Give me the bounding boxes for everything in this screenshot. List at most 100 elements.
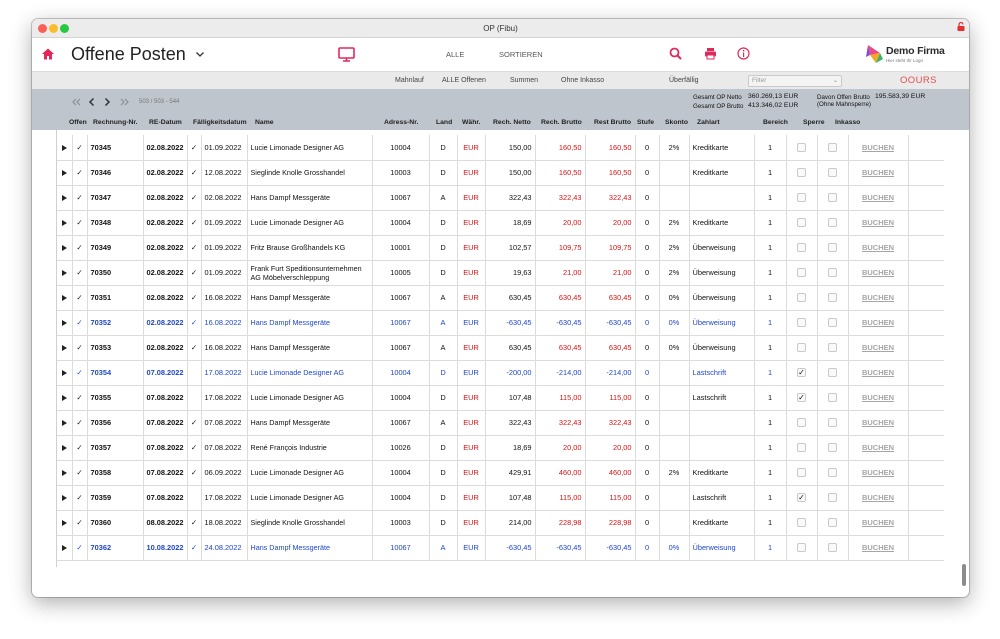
sperre-checkbox[interactable] bbox=[797, 318, 806, 328]
zoom-window-button[interactable] bbox=[60, 24, 69, 33]
expand-triangle-icon[interactable] bbox=[61, 195, 67, 202]
invoice-number[interactable]: 70362 bbox=[87, 535, 144, 561]
expand-triangle-icon[interactable] bbox=[61, 170, 67, 177]
table-row[interactable]: ✓ 70348 02.08.2022 ✓ 01.09.2022 Lucie Limonad… bbox=[57, 210, 944, 236]
col-bereich[interactable]: Bereich bbox=[763, 119, 788, 126]
table-row[interactable]: ✓ 70346 02.08.2022 ✓ 12.08.2022 Sieglinde Kno… bbox=[57, 160, 944, 186]
summen-button[interactable]: Summen bbox=[510, 77, 539, 84]
next-page-icon[interactable] bbox=[102, 97, 112, 107]
invoice-number[interactable]: 70353 bbox=[87, 335, 144, 361]
col-stufe[interactable]: Stufe bbox=[637, 119, 654, 126]
expand-cell[interactable] bbox=[57, 535, 73, 561]
inkasso-checkbox[interactable] bbox=[828, 293, 837, 303]
expand-cell[interactable] bbox=[57, 235, 73, 261]
table-row[interactable]: ✓ 70345 02.08.2022 ✓ 01.09.2022 Lucie Limonad… bbox=[57, 135, 944, 161]
invoice-number[interactable]: 70358 bbox=[87, 460, 144, 486]
alle-button[interactable]: ALLE bbox=[446, 50, 465, 59]
buchen-button[interactable]: BUCHEN bbox=[861, 468, 895, 477]
expand-triangle-icon[interactable] bbox=[61, 545, 67, 552]
table-row[interactable]: ✓ 70352 02.08.2022 ✓ 16.08.2022 Hans Dampf Me… bbox=[57, 310, 944, 336]
chevron-down-icon[interactable] bbox=[195, 49, 205, 59]
col-skonto[interactable]: Skonto bbox=[665, 119, 689, 126]
col-rech-netto[interactable]: Rech. Netto bbox=[493, 119, 531, 126]
inkasso-checkbox[interactable] bbox=[828, 493, 837, 503]
scrollbar[interactable] bbox=[962, 564, 966, 586]
expand-cell[interactable] bbox=[57, 285, 73, 311]
buchen-button[interactable]: BUCHEN bbox=[861, 343, 895, 352]
invoice-number[interactable]: 70352 bbox=[87, 310, 144, 336]
invoice-number[interactable]: 70360 bbox=[87, 510, 144, 536]
invoice-number[interactable]: 70354 bbox=[87, 360, 144, 386]
expand-triangle-icon[interactable] bbox=[61, 420, 67, 427]
expand-cell[interactable] bbox=[57, 310, 73, 336]
sperre-checkbox[interactable] bbox=[797, 468, 806, 478]
expand-triangle-icon[interactable] bbox=[61, 220, 67, 227]
table-row[interactable]: ✓ 70362 10.08.2022 ✓ 24.08.2022 Hans Dampf Me… bbox=[57, 535, 944, 561]
col-sperre[interactable]: Sperre bbox=[803, 119, 825, 126]
first-page-icon[interactable] bbox=[71, 97, 81, 107]
buchen-button[interactable]: BUCHEN bbox=[861, 443, 895, 452]
expand-cell[interactable] bbox=[57, 410, 73, 436]
sperre-checkbox[interactable]: ✓ bbox=[797, 393, 806, 403]
buchen-button[interactable]: BUCHEN bbox=[861, 543, 895, 552]
expand-triangle-icon[interactable] bbox=[61, 345, 67, 352]
inkasso-checkbox[interactable] bbox=[828, 143, 837, 153]
col-rest-brutto[interactable]: Rest Brutto bbox=[594, 119, 632, 126]
inkasso-checkbox[interactable] bbox=[828, 468, 837, 478]
inkasso-checkbox[interactable] bbox=[828, 443, 837, 453]
close-window-button[interactable] bbox=[38, 24, 47, 33]
table-row[interactable]: ✓ 70351 02.08.2022 ✓ 16.08.2022 Hans Dampf Me… bbox=[57, 285, 944, 311]
expand-triangle-icon[interactable] bbox=[61, 495, 67, 502]
table-row[interactable]: ✓ 70355 07.08.2022 17.08.2022 Lucie Limonade… bbox=[57, 385, 944, 411]
expand-cell[interactable] bbox=[57, 160, 73, 186]
buchen-button[interactable]: BUCHEN bbox=[861, 243, 895, 252]
sperre-checkbox[interactable] bbox=[797, 293, 806, 303]
col-land[interactable]: Land bbox=[436, 119, 453, 126]
expand-cell[interactable] bbox=[57, 185, 73, 211]
sperre-checkbox[interactable] bbox=[797, 268, 806, 278]
inkasso-checkbox[interactable] bbox=[828, 218, 837, 228]
alle-offenen-button[interactable]: ALLE Offenen bbox=[442, 77, 486, 84]
table-row[interactable]: ✓ 70350 02.08.2022 ✓ 01.09.2022 Frank Furt Sp… bbox=[57, 260, 944, 286]
expand-cell[interactable] bbox=[57, 485, 73, 511]
expand-cell[interactable] bbox=[57, 360, 73, 386]
mahnlauf-button[interactable]: Mahnlauf bbox=[395, 77, 424, 84]
inkasso-checkbox[interactable] bbox=[828, 418, 837, 428]
sperre-checkbox[interactable] bbox=[797, 418, 806, 428]
col-zahlart[interactable]: Zahlart bbox=[697, 119, 720, 126]
table-row[interactable]: ✓ 70360 08.08.2022 ✓ 18.08.2022 Sieglinde Kno… bbox=[57, 510, 944, 536]
col-name[interactable]: Name bbox=[255, 119, 274, 126]
expand-triangle-icon[interactable] bbox=[61, 445, 67, 452]
invoice-number[interactable]: 70348 bbox=[87, 210, 144, 236]
expand-cell[interactable] bbox=[57, 335, 73, 361]
monitor-icon[interactable] bbox=[338, 47, 355, 62]
sperre-checkbox[interactable] bbox=[797, 143, 806, 153]
buchen-button[interactable]: BUCHEN bbox=[861, 193, 895, 202]
inkasso-checkbox[interactable] bbox=[828, 343, 837, 353]
invoice-number[interactable]: 70357 bbox=[87, 435, 144, 461]
invoice-number[interactable]: 70351 bbox=[87, 285, 144, 311]
inkasso-checkbox[interactable] bbox=[828, 318, 837, 328]
invoice-number[interactable]: 70356 bbox=[87, 410, 144, 436]
table-row[interactable]: ✓ 70359 07.08.2022 17.08.2022 Lucie Limonade… bbox=[57, 485, 944, 511]
table-row[interactable]: ✓ 70354 07.08.2022 17.08.2022 Lucie Limonade… bbox=[57, 360, 944, 386]
expand-cell[interactable] bbox=[57, 135, 73, 161]
buchen-button[interactable]: BUCHEN bbox=[861, 418, 895, 427]
expand-cell[interactable] bbox=[57, 460, 73, 486]
info-icon[interactable] bbox=[737, 47, 750, 60]
buchen-button[interactable]: BUCHEN bbox=[861, 142, 895, 152]
search-icon[interactable] bbox=[669, 47, 682, 60]
col-rech-brutto[interactable]: Rech. Brutto bbox=[541, 119, 582, 126]
buchen-button[interactable]: BUCHEN bbox=[861, 218, 895, 227]
expand-cell[interactable] bbox=[57, 435, 73, 461]
invoice-number[interactable]: 70349 bbox=[87, 235, 144, 261]
col-waehrung[interactable]: Währ. bbox=[462, 119, 481, 126]
sperre-checkbox[interactable] bbox=[797, 168, 806, 178]
inkasso-checkbox[interactable] bbox=[828, 268, 837, 278]
buchen-button[interactable]: BUCHEN bbox=[861, 518, 895, 527]
sperre-checkbox[interactable] bbox=[797, 443, 806, 453]
inkasso-checkbox[interactable] bbox=[828, 518, 837, 528]
sperre-checkbox[interactable]: ✓ bbox=[797, 368, 806, 378]
invoice-number[interactable]: 70345 bbox=[87, 135, 144, 161]
buchen-button[interactable]: BUCHEN bbox=[861, 493, 895, 502]
